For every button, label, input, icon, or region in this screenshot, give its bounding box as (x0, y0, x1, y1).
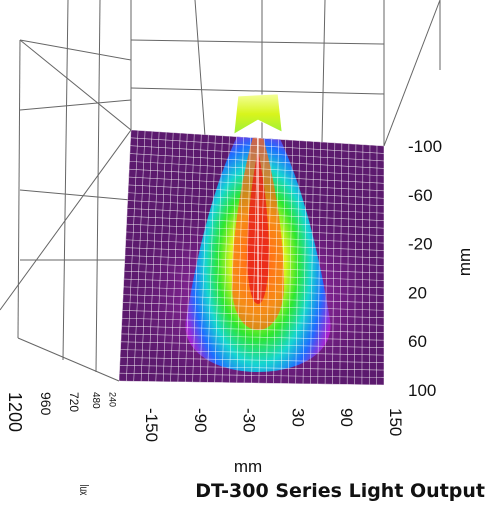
z-tick-label: 1200 (5, 392, 25, 432)
x-tick-label: -150 (142, 408, 161, 442)
y-tick-label: -20 (408, 235, 433, 254)
surface-plot (119, 130, 384, 385)
x-axis-ticks: -150 -90 -30 30 90 150 (142, 408, 405, 442)
x-tick-label: -90 (191, 408, 210, 433)
z-tick-label: 240 (108, 392, 118, 407)
x-tick-label: 150 (386, 408, 405, 436)
z-tick-label: 480 (90, 392, 101, 409)
y-tick-label: -60 (408, 186, 433, 205)
y-axis-ticks: -100 -60 -20 20 60 100 (408, 137, 442, 400)
y-tick-label: 20 (408, 283, 427, 302)
back-wall-grid (0, 0, 441, 382)
y-tick-label: 60 (408, 332, 427, 351)
z-axis-ticks: 1200 960 720 480 240 (5, 392, 118, 432)
x-tick-label: -30 (240, 408, 259, 433)
chart-title: DT-300 Series Light Output (195, 480, 485, 502)
x-tick-label: 30 (288, 408, 307, 427)
z-axis-title: lux (77, 485, 90, 496)
y-tick-label: -100 (408, 137, 442, 156)
z-tick-label: 960 (38, 392, 54, 416)
z-tick-label: 720 (67, 392, 81, 412)
surface-peak (233, 93, 283, 135)
y-tick-label: 100 (408, 381, 436, 400)
x-tick-label: 90 (337, 408, 356, 427)
x-axis-title: mm (234, 457, 262, 476)
y-axis-title: mm (455, 248, 474, 276)
